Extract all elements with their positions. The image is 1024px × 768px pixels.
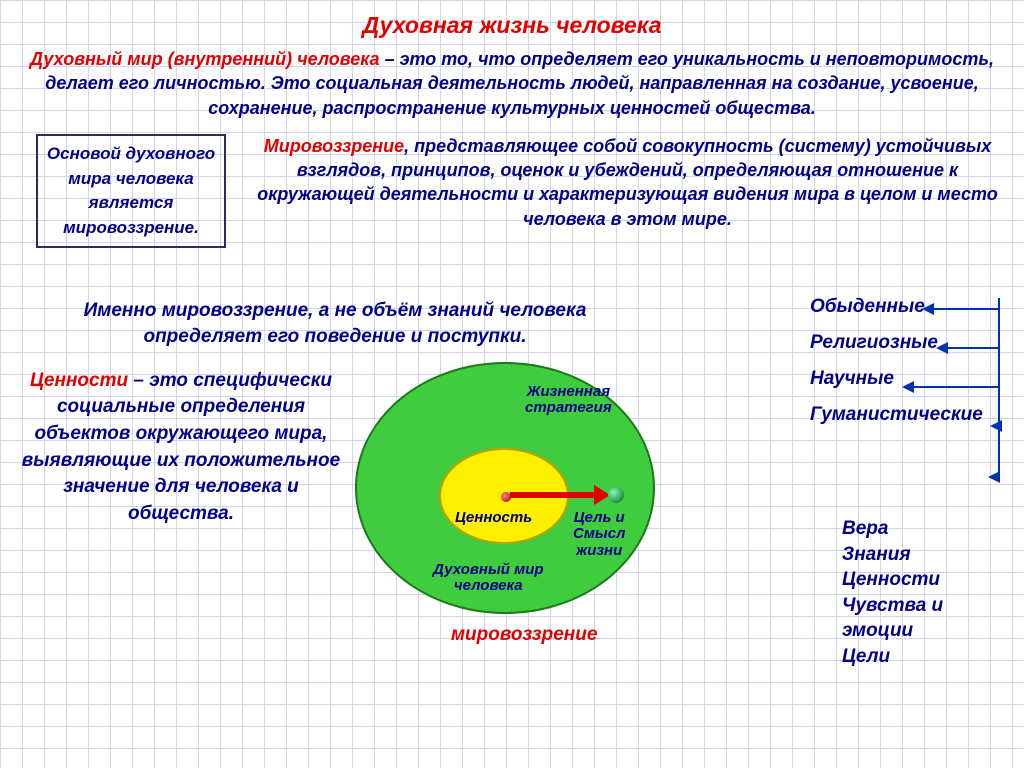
types-list: Обыденные Религиозные Научные Гуманистич…	[810, 296, 983, 440]
type-item: Обыденные	[810, 296, 983, 318]
values-definition: Ценности – это специфически социальные о…	[16, 368, 346, 528]
radial-arrow	[510, 492, 596, 498]
basis-box: Основой духовного мира человека является…	[36, 134, 226, 249]
type-arrow	[946, 347, 998, 349]
type-arrow	[998, 476, 1000, 478]
intro-paragraph: Духовный мир (внутренний) человека – это…	[0, 39, 1024, 124]
bottom-item: Вера	[842, 516, 943, 542]
label-value: Ценность	[455, 510, 532, 527]
type-item: Гуманистические	[810, 404, 983, 426]
concentric-diagram: Жизненная стратегия Ценность Цель и Смыс…	[355, 362, 655, 652]
edge-dot	[608, 487, 624, 503]
intro-lead: Духовный мир (внутренний) человека	[30, 49, 380, 69]
bottom-item: Ценности	[842, 567, 943, 593]
label-spirit: Духовный мир человека	[433, 562, 544, 595]
bottom-item: Цели	[842, 644, 943, 670]
type-item: Религиозные	[810, 332, 983, 354]
type-arrow	[932, 308, 998, 310]
bottom-list: Вера Знания Ценности Чувства и эмоции Це…	[842, 516, 943, 670]
type-arrow	[912, 386, 998, 388]
values-lead: Ценности	[30, 370, 128, 391]
types-vbar	[998, 298, 1000, 476]
worldview-definition: Мировоззрение, представляющее собой сово…	[255, 134, 1000, 231]
bottom-item: эмоции	[842, 618, 943, 644]
statement: Именно мировоззрение, а не объём знаний …	[40, 298, 630, 349]
label-strategy: Жизненная стратегия	[525, 384, 612, 417]
diagram-caption: мировоззрение	[451, 624, 597, 646]
bottom-item: Знания	[842, 542, 943, 568]
bottom-item: Чувства и	[842, 593, 943, 619]
worldview-lead: Мировоззрение	[264, 136, 404, 156]
label-goal: Цель и Смысл жизни	[573, 510, 625, 560]
values-rest: – это специфически социальные определени…	[22, 370, 340, 524]
page-title: Духовная жизнь человека	[0, 0, 1024, 39]
